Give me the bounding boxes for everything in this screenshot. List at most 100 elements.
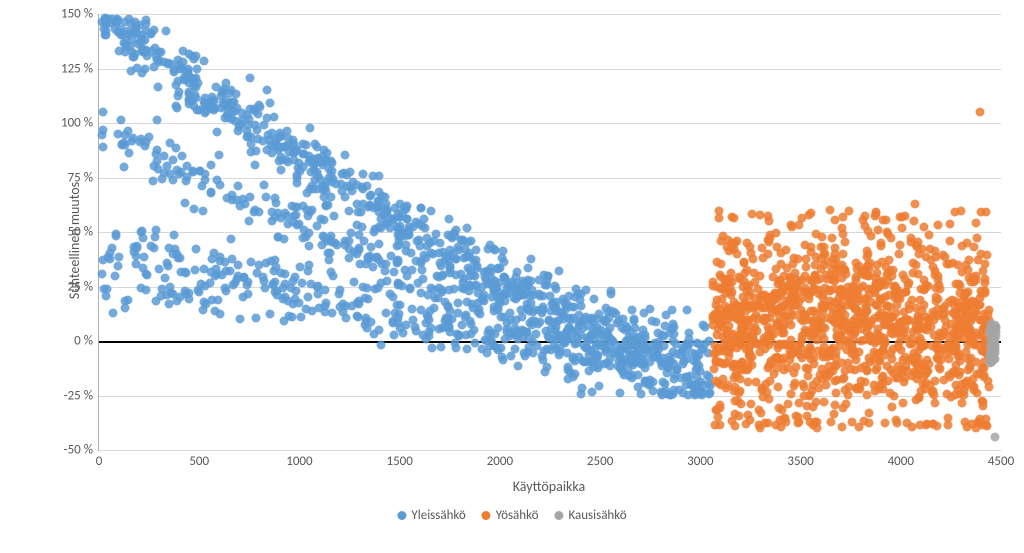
data-point: [849, 301, 858, 310]
data-point: [826, 206, 835, 215]
data-point: [381, 308, 390, 317]
data-point: [841, 318, 850, 327]
data-point: [354, 296, 363, 305]
data-point: [382, 220, 391, 229]
data-point: [984, 382, 993, 391]
data-point: [819, 398, 828, 407]
data-point: [820, 370, 829, 379]
data-point: [342, 314, 351, 323]
data-point: [389, 331, 398, 340]
data-point: [475, 309, 484, 318]
data-point: [776, 423, 785, 432]
data-point: [131, 259, 140, 268]
data-point: [212, 127, 221, 136]
data-point: [753, 284, 762, 293]
data-point: [353, 207, 362, 216]
data-point: [214, 150, 223, 159]
data-point: [915, 249, 924, 258]
data-point: [899, 308, 908, 317]
data-point: [133, 242, 142, 251]
data-point: [617, 353, 626, 362]
data-point: [894, 249, 903, 258]
data-point: [656, 358, 665, 367]
data-point: [149, 162, 158, 171]
gridline: [99, 69, 1001, 70]
data-point: [392, 300, 401, 309]
data-point: [809, 284, 818, 293]
data-point: [117, 140, 126, 149]
data-point: [881, 418, 890, 427]
data-point: [976, 249, 985, 258]
data-point: [905, 339, 914, 348]
data-point: [978, 397, 987, 406]
data-point: [830, 277, 839, 286]
data-point: [149, 244, 158, 253]
data-point: [177, 152, 186, 161]
data-point: [729, 298, 738, 307]
data-point: [336, 286, 345, 295]
data-point: [291, 145, 300, 154]
data-point: [141, 15, 150, 24]
data-point: [327, 170, 336, 179]
y-tick-label: -50 %: [64, 443, 99, 458]
data-point: [371, 284, 380, 293]
data-point: [767, 307, 776, 316]
data-point: [652, 317, 661, 326]
x-tick-label: 2500: [587, 450, 613, 469]
data-point: [972, 218, 981, 227]
data-point: [570, 357, 579, 366]
data-point: [543, 363, 552, 372]
data-point: [827, 233, 836, 242]
data-point: [245, 74, 254, 83]
data-point: [412, 217, 421, 226]
data-point: [138, 233, 147, 242]
data-point: [751, 322, 760, 331]
data-point: [565, 322, 574, 331]
data-point: [527, 316, 536, 325]
x-tick-label: 1500: [386, 450, 412, 469]
data-point: [271, 213, 280, 222]
data-point: [645, 381, 654, 390]
data-point: [401, 205, 410, 214]
x-tick-label: 3500: [787, 450, 813, 469]
data-point: [607, 335, 616, 344]
data-point: [897, 212, 906, 221]
data-point: [145, 133, 154, 142]
data-point: [481, 336, 490, 345]
data-point: [404, 231, 413, 240]
data-point: [189, 204, 198, 213]
data-point: [904, 278, 913, 287]
data-point: [631, 324, 640, 333]
data-point: [990, 432, 999, 441]
y-tick-label: 150 %: [61, 7, 99, 22]
data-point: [201, 98, 210, 107]
data-point: [125, 149, 134, 158]
data-point: [113, 130, 122, 139]
data-point: [806, 247, 815, 256]
data-point: [402, 240, 411, 249]
legend: YleissähköYösähköKausisähkö: [389, 508, 634, 524]
data-point: [773, 318, 782, 327]
data-point: [276, 269, 285, 278]
data-point: [358, 170, 367, 179]
data-point: [463, 224, 472, 233]
data-point: [773, 353, 782, 362]
data-point: [150, 232, 159, 241]
data-point: [910, 217, 919, 226]
data-point: [169, 231, 178, 240]
data-point: [142, 285, 151, 294]
data-point: [266, 309, 275, 318]
data-point: [309, 155, 318, 164]
data-point: [180, 198, 189, 207]
data-point: [668, 325, 677, 334]
data-point: [944, 354, 953, 363]
data-point: [141, 142, 150, 151]
data-point: [251, 160, 260, 169]
data-point: [602, 343, 611, 352]
data-point: [277, 131, 286, 140]
data-point: [512, 315, 521, 324]
data-point: [657, 390, 666, 399]
data-point: [719, 333, 728, 342]
data-point: [789, 382, 798, 391]
data-point: [347, 228, 356, 237]
